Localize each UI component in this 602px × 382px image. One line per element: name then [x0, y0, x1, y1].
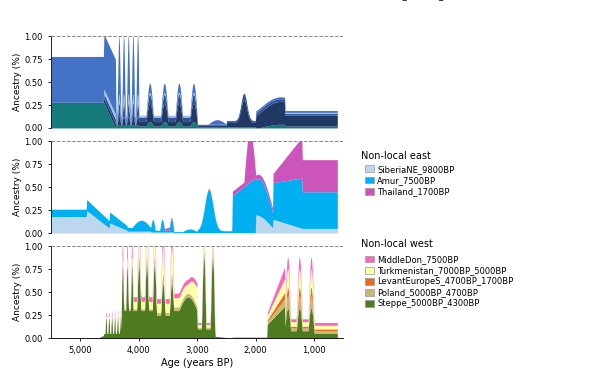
- Legend: MiddleDon_7500BP, Turkmenistan_7000BP_5000BP, LevantEuropeS_4700BP_1700BP, Polan: MiddleDon_7500BP, Turkmenistan_7000BP_50…: [365, 255, 514, 308]
- Text: Non-local west: Non-local west: [361, 239, 433, 249]
- Y-axis label: Ancestry (%): Ancestry (%): [13, 53, 22, 111]
- Y-axis label: Ancestry (%): Ancestry (%): [13, 158, 22, 216]
- X-axis label: Age (years BP): Age (years BP): [161, 358, 234, 368]
- Y-axis label: Ancestry (%): Ancestry (%): [13, 263, 22, 321]
- Text: Non-local east: Non-local east: [361, 151, 431, 161]
- Legend: SteppeC_8300BP_7000BP, Botai_5600BP_5100BP, SteppeC_6700BP_4600BP, SteppeCE_7000: SteppeC_8300BP_7000BP, Botai_5600BP_5100…: [365, 0, 491, 1]
- Legend: SiberiaNE_9800BP, Amur_7500BP, Thailand_1700BP: SiberiaNE_9800BP, Amur_7500BP, Thailand_…: [365, 165, 455, 196]
